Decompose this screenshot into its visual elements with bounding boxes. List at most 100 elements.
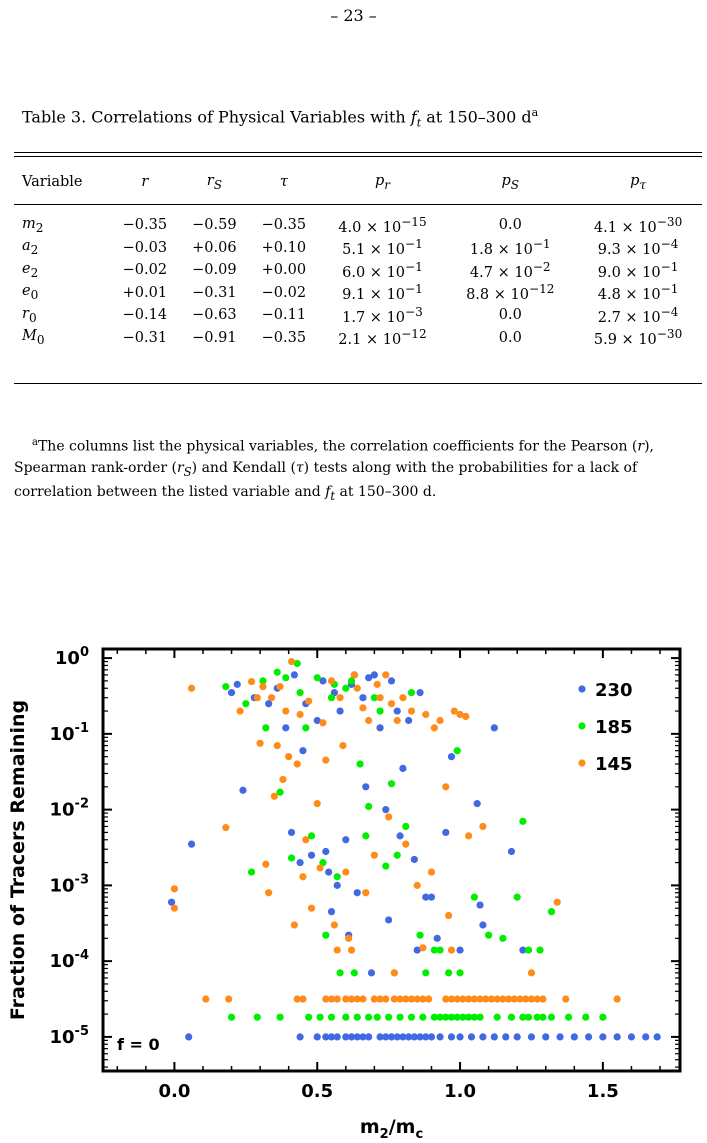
data-point-230: [422, 893, 430, 901]
zero-point-145: [527, 995, 536, 1003]
zero-point-230: [376, 1033, 384, 1041]
zero-point-230: [359, 1033, 367, 1041]
table-cell: −0.11: [261, 307, 307, 324]
data-point-185: [262, 724, 270, 732]
x-tick-label: 0.0: [158, 1081, 190, 1102]
zero-point-230: [456, 1033, 464, 1041]
zero-point-230: [502, 1033, 510, 1041]
zero-point-145: [465, 995, 473, 1003]
zero-point-185: [525, 1013, 533, 1021]
data-point-185: [336, 969, 344, 977]
zero-point-185: [316, 1013, 324, 1021]
zero-point-230: [627, 1033, 636, 1041]
table-row: M0 −0.31 −0.91 −0.35 2.1 × 10−12 0.0 5.9 × 10−…: [14, 327, 702, 350]
zero-point-185: [276, 1013, 284, 1021]
zero-point-185: [385, 1013, 393, 1021]
data-point-145: [465, 832, 473, 840]
data-point-145: [382, 671, 390, 679]
data-point-145: [362, 889, 370, 897]
data-point-230: [399, 764, 407, 772]
data-point-145: [387, 700, 396, 708]
zero-point-185: [430, 1013, 438, 1021]
zero-point-145: [476, 995, 484, 1003]
data-point-230: [239, 786, 247, 794]
data-point-230: [319, 677, 327, 685]
data-point-230: [393, 707, 401, 715]
data-point-230: [359, 694, 367, 702]
data-point-230: [362, 783, 370, 791]
data-point-230: [473, 800, 481, 808]
caption-var: f: [410, 107, 417, 127]
data-point-230: [265, 700, 273, 708]
y-tick-label: 10-1: [49, 721, 89, 745]
zero-point-230: [393, 1033, 401, 1041]
data-point-230: [507, 847, 516, 856]
table-caption: Table 3. Correlations of Physical Variab…: [22, 106, 538, 130]
zero-point-145: [413, 995, 421, 1003]
legend-marker-145: [578, 759, 586, 767]
data-point-145: [450, 707, 458, 715]
data-point-185: [519, 817, 527, 825]
zero-point-230: [399, 1033, 407, 1041]
data-point-230: [433, 934, 441, 942]
table-row: r0 −0.14 −0.63 −0.11 1.7 × 10−3 0.0 2.7 × 10−4: [14, 304, 702, 327]
header-ptau: pτ: [630, 172, 647, 192]
table-cell: −0.35: [122, 217, 168, 234]
data-point-145: [330, 921, 338, 929]
zero-point-145: [470, 995, 478, 1003]
y-tick-label: 10-5: [49, 1024, 89, 1048]
zero-point-230: [479, 1033, 487, 1041]
data-point-145: [336, 694, 344, 702]
data-point-185: [296, 689, 304, 697]
zero-point-145: [510, 995, 518, 1003]
data-point-185: [436, 946, 444, 954]
data-point-145: [299, 873, 307, 881]
zero-point-145: [499, 995, 507, 1003]
table-cell: a2: [22, 238, 39, 258]
zero-point-185: [533, 1013, 541, 1021]
data-point-145: [385, 813, 393, 821]
data-point-145: [290, 921, 298, 929]
data-point-145: [350, 671, 358, 679]
table-cell: 1.7 × 10−3: [342, 304, 423, 326]
data-point-145: [373, 680, 381, 688]
zero-point-145: [459, 995, 467, 1003]
table-cell: 4.8 × 10−1: [597, 282, 679, 304]
zero-point-230: [467, 1033, 476, 1041]
data-point-185: [273, 668, 281, 676]
x-axis-label: m2/mc: [360, 1116, 423, 1142]
zero-point-145: [493, 995, 501, 1003]
y-tick-label: 10-4: [49, 948, 89, 972]
zero-point-145: [522, 995, 530, 1003]
header-rs: rS: [206, 172, 222, 192]
table-cell: 0.0: [498, 329, 522, 346]
table-row: m2 −0.35 −0.59 −0.35 4.0 × 10−15 0.0 4.1 × 10−…: [14, 206, 702, 237]
zero-point-230: [570, 1033, 578, 1041]
zero-point-230: [653, 1033, 661, 1041]
data-point-145: [276, 683, 284, 691]
data-point-145: [170, 885, 179, 893]
zero-point-145: [293, 995, 301, 1003]
table-cell: +0.10: [261, 239, 307, 256]
plot-frame: [101, 647, 682, 1073]
data-point-145: [447, 946, 456, 954]
data-point-230: [387, 677, 396, 685]
table-cell: 1.8 × 10−1: [469, 237, 551, 259]
zero-point-185: [459, 1013, 467, 1021]
data-point-185: [342, 684, 350, 692]
data-point-230: [322, 847, 330, 856]
caption-sub: t: [416, 116, 422, 130]
data-point-185: [222, 683, 230, 691]
legend-label-185: 185: [595, 717, 633, 738]
data-point-145: [307, 904, 316, 912]
data-point-185: [393, 851, 401, 859]
data-point-185: [347, 677, 356, 685]
data-point-145: [187, 684, 196, 692]
data-point-230: [296, 858, 304, 867]
table-row: e0 +0.01 −0.31 −0.02 9.1 × 10−1 8.8 × 10−12 4.…: [14, 282, 702, 305]
data-point-145: [413, 881, 421, 889]
data-point-185: [302, 724, 310, 732]
data-point-145: [345, 934, 353, 942]
data-point-230: [447, 753, 456, 761]
table-cell: −0.59: [192, 217, 237, 234]
